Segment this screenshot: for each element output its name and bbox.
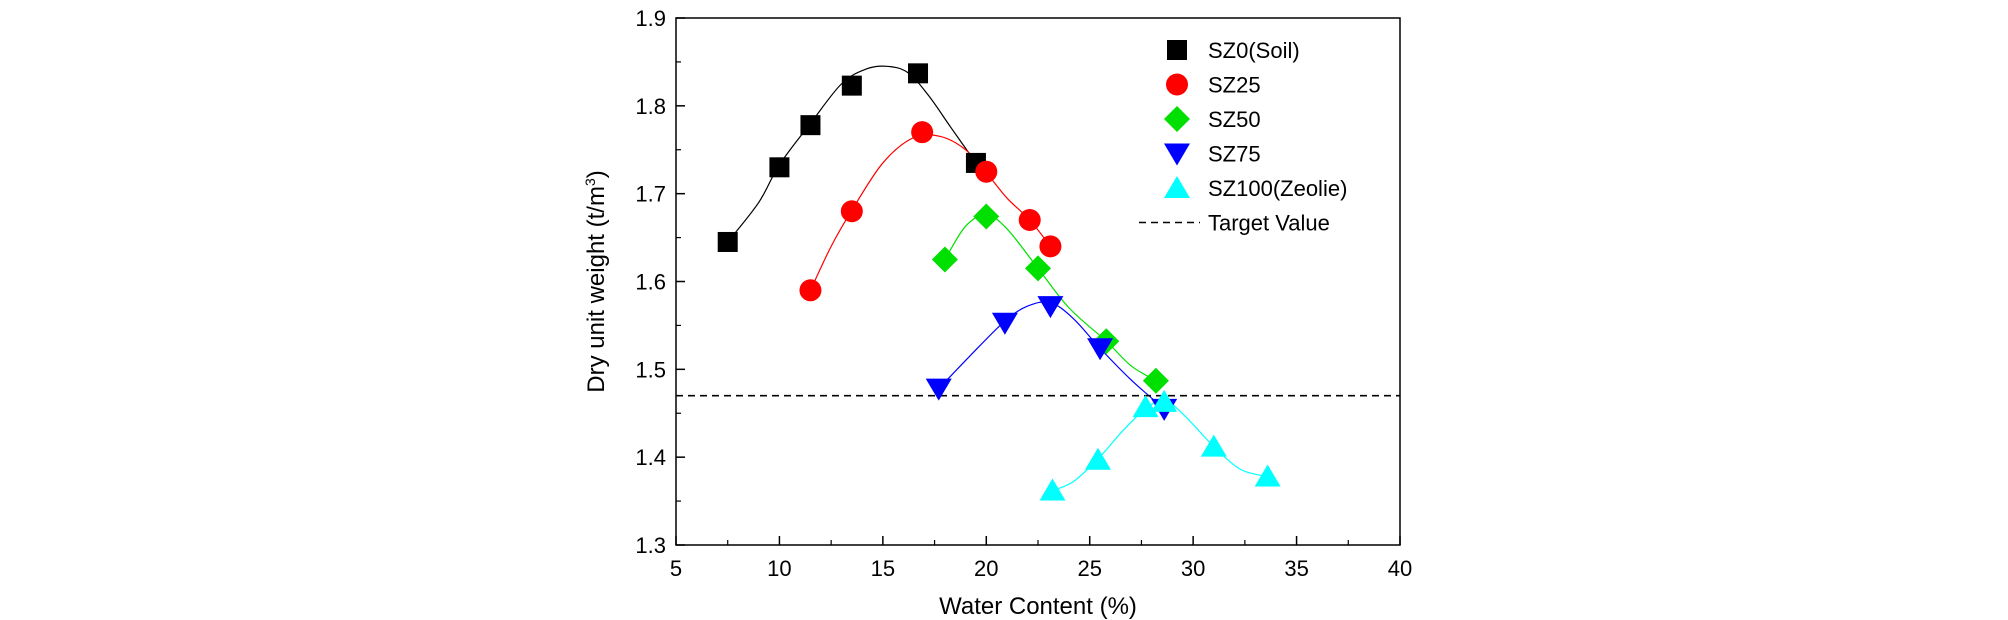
legend-marker-series-1 <box>1166 73 1188 96</box>
y-tick-label: 1.6 <box>635 270 666 295</box>
x-tick-label: 30 <box>1181 556 1205 581</box>
legend-label: SZ50 <box>1208 107 1261 132</box>
data-point-series-2 <box>931 246 958 273</box>
data-point-series-3 <box>991 312 1018 335</box>
data-point-series-0 <box>908 63 929 84</box>
x-tick-label: 15 <box>871 556 895 581</box>
legend: SZ0(Soil) SZ25 SZ50 SZ75 SZ100(Zeolie) Target… <box>1139 38 1347 236</box>
y-tick-label: 1.7 <box>635 182 666 207</box>
data-markers <box>717 63 1281 501</box>
legend-label: SZ75 <box>1208 142 1261 167</box>
y-tick-label: 1.4 <box>635 445 666 470</box>
plot-frame <box>675 17 1401 546</box>
fit-curve-series-3 <box>938 301 1165 410</box>
y-tick-label: 1.3 <box>635 533 666 558</box>
data-point-series-0 <box>800 115 821 136</box>
data-point-series-2 <box>1025 255 1051 282</box>
x-tick-label: 20 <box>974 556 998 581</box>
legend-marker-series-0 <box>1167 40 1187 60</box>
x-tick-label: 25 <box>1077 556 1101 581</box>
x-tick-label: 10 <box>767 556 791 581</box>
x-tick-label: 40 <box>1388 556 1412 581</box>
legend-marker-series-2 <box>1164 106 1190 132</box>
data-point-series-4 <box>1254 464 1281 487</box>
legend-label: SZ0(Soil) <box>1208 38 1300 63</box>
y-axis-title-main: Dry unit weight (t/m <box>583 186 610 393</box>
x-tick-label: 5 <box>670 556 682 581</box>
axis-ticks: 5 10 15 20 25 30 35 40 1.3 1.4 1.5 1.6 1.7 1.8 1.9 <box>635 6 1412 581</box>
x-axis-title: Water Content (%) <box>939 593 1137 620</box>
data-point-series-4 <box>1039 478 1066 501</box>
data-point-series-0 <box>717 231 738 252</box>
data-point-series-0 <box>841 75 862 96</box>
data-point-series-4 <box>1200 434 1227 457</box>
legend-label: SZ25 <box>1208 73 1261 98</box>
fit-curve-series-1 <box>809 133 1051 291</box>
legend-marker-series-4 <box>1164 176 1190 198</box>
legend-label: Target Value <box>1208 211 1330 236</box>
data-point-series-1 <box>840 200 863 223</box>
y-tick-label: 1.5 <box>635 357 666 382</box>
y-tick-label: 1.8 <box>635 94 666 119</box>
data-point-series-2 <box>973 203 1000 230</box>
data-point-series-4 <box>1151 389 1178 412</box>
data-point-series-1 <box>1039 235 1062 258</box>
data-point-series-3 <box>1087 338 1114 361</box>
data-point-series-1 <box>799 279 822 302</box>
data-point-series-3 <box>1037 296 1064 319</box>
data-point-series-0 <box>769 157 790 178</box>
legend-marker-series-3 <box>1164 143 1190 166</box>
data-point-series-1 <box>911 121 934 144</box>
data-point-series-1 <box>1018 209 1041 232</box>
y-axis-title: Dry unit weight (t/m3) <box>582 170 610 393</box>
y-tick-label: 1.9 <box>635 6 666 31</box>
data-point-series-2 <box>1142 367 1169 394</box>
legend-label: SZ100(Zeolie) <box>1208 176 1347 201</box>
data-point-series-3 <box>925 378 952 401</box>
data-point-series-4 <box>1084 447 1111 470</box>
y-axis-title-close: ) <box>583 170 610 178</box>
y-axis-title-superscript: 3 <box>582 178 598 186</box>
x-tick-label: 35 <box>1284 556 1308 581</box>
data-point-series-1 <box>975 160 998 183</box>
